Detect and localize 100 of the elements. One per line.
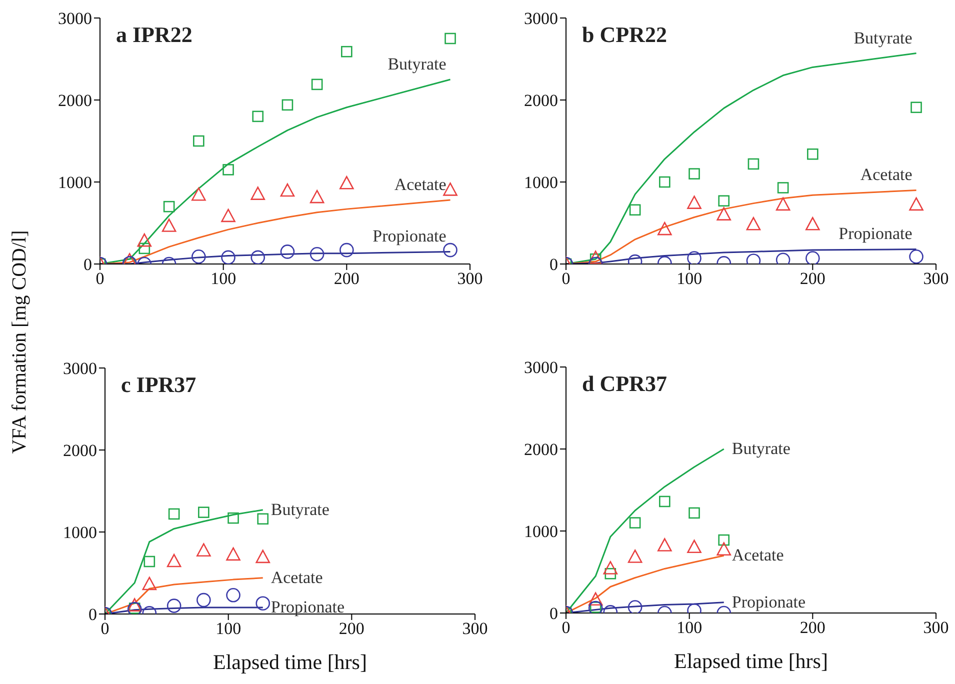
point: [746, 216, 761, 230]
point: [687, 251, 702, 264]
line-series: [566, 448, 725, 613]
point: [127, 598, 142, 612]
point: [341, 46, 352, 58]
point: [748, 158, 760, 170]
x-axis-title: Elapsed time [hrs]: [673, 649, 829, 673]
x-tick-label: 0: [100, 619, 110, 638]
point: [144, 556, 156, 568]
point: [226, 547, 240, 561]
point: [718, 195, 730, 207]
point: [138, 242, 150, 254]
point: [193, 135, 204, 147]
point: [250, 250, 266, 264]
y-axis-title: VFA formation [mg COD/l]: [8, 230, 32, 454]
y-tick-label: 1000: [58, 173, 92, 192]
point: [310, 190, 324, 204]
x-tick-label: 300: [923, 618, 949, 638]
x-tick-label: 0: [562, 618, 570, 638]
y-tick-label: 0: [84, 255, 92, 274]
series-label: Butyrate: [854, 28, 912, 48]
point: [226, 588, 240, 602]
point: [162, 218, 176, 232]
x-tick-label: 200: [800, 269, 826, 288]
y-tick-label: 3000: [63, 359, 97, 378]
point: [629, 204, 641, 216]
y-tick-label: 0: [550, 604, 558, 624]
series-label: Propionate: [270, 597, 345, 616]
point: [776, 197, 790, 211]
point: [196, 592, 211, 608]
y-tick-label: 3000: [524, 358, 558, 378]
series-label: Acetate: [394, 175, 446, 194]
y-tick-label: 2000: [524, 91, 558, 110]
y-tick-label: 2000: [524, 440, 558, 460]
point: [163, 200, 175, 212]
point: [807, 148, 818, 160]
y-tick-label: 0: [88, 605, 97, 624]
chart-title: b CPR22: [582, 22, 667, 48]
x-tick-label: 300: [923, 269, 949, 288]
point: [256, 550, 270, 564]
point: [806, 216, 820, 230]
y-tick-label: 2000: [58, 91, 92, 110]
y-tick-label: 3000: [58, 9, 92, 28]
point: [222, 164, 234, 176]
y-tick-label: 1000: [524, 522, 558, 542]
y-tick-label: 0: [550, 255, 558, 274]
x-tick-label: 100: [676, 269, 702, 288]
series-label: Acetate: [270, 568, 323, 587]
point: [221, 208, 236, 222]
point: [687, 196, 702, 209]
x-axis-title: Elapsed time [hrs]: [212, 650, 368, 674]
point: [444, 32, 456, 44]
y-tick-label: 3000: [524, 9, 558, 28]
series-label: Butyrate: [388, 54, 446, 74]
y-tick-label: 1000: [63, 523, 97, 542]
series-label: Acetate: [732, 546, 784, 565]
point: [228, 512, 239, 524]
point: [688, 168, 700, 180]
point: [340, 242, 354, 258]
line-series: [566, 602, 725, 613]
point: [280, 183, 295, 197]
point: [910, 102, 922, 114]
point: [142, 576, 157, 590]
x-tick-label: 200: [334, 269, 360, 288]
point: [909, 197, 924, 211]
point: [280, 244, 295, 259]
point: [716, 207, 732, 220]
point: [658, 222, 672, 236]
x-tick-label: 0: [562, 269, 570, 288]
series-label: Butyrate: [270, 500, 330, 519]
x-tick-label: 100: [676, 618, 702, 638]
point: [256, 596, 270, 610]
series-label: Acetate: [860, 165, 912, 184]
point: [257, 513, 269, 525]
point: [659, 176, 670, 188]
point: [282, 99, 294, 111]
point: [166, 554, 182, 568]
point: [196, 543, 211, 557]
point: [340, 176, 354, 190]
point: [168, 508, 180, 520]
point: [221, 250, 236, 264]
point: [310, 247, 324, 262]
point: [198, 506, 210, 518]
chart-title: d CPR37: [582, 371, 667, 397]
point: [806, 251, 820, 264]
point: [777, 182, 789, 194]
line-series: [105, 577, 264, 614]
point: [250, 186, 266, 200]
y-tick-label: 2000: [63, 441, 97, 460]
series-label: Propionate: [732, 592, 806, 612]
chart-title: a IPR22: [116, 22, 192, 48]
point: [192, 187, 206, 201]
y-tick-label: 1000: [524, 173, 558, 192]
series-label: Propionate: [838, 224, 912, 244]
x-tick-label: 300: [462, 619, 488, 638]
x-tick-label: 200: [800, 618, 826, 638]
x-tick-label: 100: [210, 269, 236, 288]
x-tick-label: 200: [338, 619, 364, 638]
point: [166, 598, 182, 613]
point: [137, 233, 152, 247]
